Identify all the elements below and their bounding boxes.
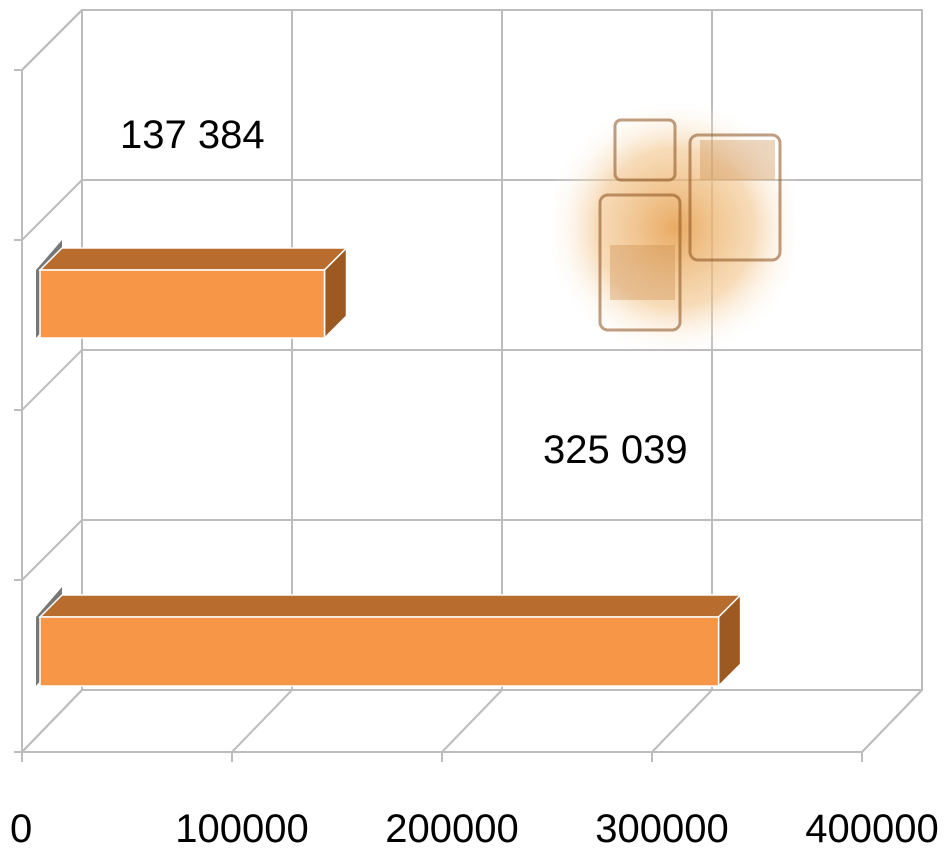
- gridline-floor: [861, 689, 923, 753]
- x-tick-label: 100000: [175, 807, 308, 851]
- gridline-floor: [651, 689, 713, 753]
- gold-bars-photo: [555, 108, 795, 348]
- data-label-2: 325 039: [543, 428, 688, 472]
- bar-top-face: [38, 594, 743, 618]
- bar-front-face: [39, 616, 720, 687]
- bar-front-face: [39, 269, 326, 339]
- x-tick-label: 0: [10, 807, 32, 851]
- gridline-floor: [21, 689, 83, 753]
- gridline-side: [21, 9, 83, 71]
- data-label-1: 137 384: [120, 113, 265, 157]
- x-axis-ticks: 0 100000 200000 300000 400000: [10, 807, 939, 851]
- bar-top-face: [38, 247, 349, 271]
- x-tick-label: 200000: [385, 807, 518, 851]
- gridline-side: [21, 179, 83, 241]
- x-tick-label: 300000: [595, 807, 728, 851]
- gridline-floor: [231, 689, 293, 753]
- gridline-side: [21, 519, 83, 581]
- x-tick-label: 400000: [805, 807, 938, 851]
- bars: [36, 240, 743, 688]
- gridline-side: [21, 349, 83, 411]
- data-labels: 137 384 325 039: [120, 113, 688, 472]
- gridline-floor: [441, 689, 503, 753]
